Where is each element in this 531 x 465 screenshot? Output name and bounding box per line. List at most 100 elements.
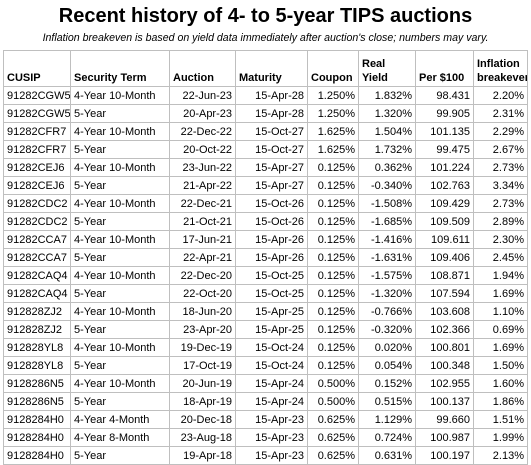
cell-auction-date: 20-Jun-19 [169,374,236,393]
table-row: 91282CAQ4 4-Year 10-Month 22-Dec-20 15-Oct-… [3,266,528,285]
cell-maturity-date: 15-Apr-23 [235,446,308,465]
cell-security-term: 4-Year 8-Month [70,428,170,447]
cell-real-yield: 0.515% [358,392,416,411]
cell-cusip: 912828ZJ2 [3,320,71,339]
cell-security-term: 5-Year [70,248,170,267]
cell-cusip: 912828YL8 [3,338,71,357]
cell-security-term: 4-Year 10-Month [70,374,170,393]
cell-maturity-date: 15-Apr-27 [235,176,308,195]
cell-auction-date: 17-Jun-21 [169,230,236,249]
cell-coupon: 0.125% [307,230,359,249]
cell-auction-date: 18-Apr-19 [169,392,236,411]
header-coupon: Coupon [307,50,359,87]
cell-maturity-date: 15-Oct-25 [235,284,308,303]
cell-coupon: 0.625% [307,410,359,429]
cell-security-term: 4-Year 10-Month [70,158,170,177]
table-body: 91282CGW5 4-Year 10-Month 22-Jun-23 15-Apr-… [3,86,528,465]
cell-auction-date: 19-Apr-18 [169,446,236,465]
cell-real-yield: 1.320% [358,104,416,123]
header-maturity: Maturity [235,50,308,87]
cell-auction-date: 21-Apr-22 [169,176,236,195]
cell-auction-date: 23-Apr-20 [169,320,236,339]
cell-auction-date: 17-Oct-19 [169,356,236,375]
cell-cusip: 91282CGW5 [3,104,71,123]
page-subtitle: Inflation breakeven is based on yield da… [42,32,489,44]
cell-cusip: 91282CDC2 [3,212,71,231]
cell-inflation-breakeven: 1.94% [473,266,528,285]
cell-price-per-100: 102.366 [415,320,474,339]
cell-cusip: 91282CAQ4 [3,266,71,285]
cell-coupon: 0.125% [307,158,359,177]
cell-cusip: 91282CCA7 [3,230,71,249]
cell-maturity-date: 15-Apr-28 [235,104,308,123]
cell-maturity-date: 15-Apr-24 [235,392,308,411]
cell-security-term: 5-Year [70,320,170,339]
cell-inflation-breakeven: 1.51% [473,410,528,429]
header-per-100: Per $100 [415,50,474,87]
cell-inflation-breakeven: 1.69% [473,284,528,303]
cell-coupon: 1.625% [307,122,359,141]
table-row: 9128284H0 4-Year 8-Month 23-Aug-18 15-Apr-2… [3,428,528,447]
cell-auction-date: 22-Dec-20 [169,266,236,285]
table-row: 91282CEJ6 5-Year 21-Apr-22 15-Apr-27 0.125% -… [3,176,528,195]
table-row: 912828YL8 5-Year 17-Oct-19 15-Oct-24 0.125% 0… [3,356,528,375]
cell-price-per-100: 98.431 [415,86,474,105]
cell-inflation-breakeven: 1.10% [473,302,528,321]
cell-security-term: 4-Year 10-Month [70,194,170,213]
cell-inflation-breakeven: 3.34% [473,176,528,195]
cell-maturity-date: 15-Apr-25 [235,320,308,339]
table-row: 91282CGW5 4-Year 10-Month 22-Jun-23 15-Apr-… [3,86,528,105]
cell-cusip: 91282CCA7 [3,248,71,267]
cell-security-term: 5-Year [70,284,170,303]
cell-coupon: 0.125% [307,284,359,303]
cell-price-per-100: 109.406 [415,248,474,267]
cell-inflation-breakeven: 2.45% [473,248,528,267]
cell-inflation-breakeven: 1.99% [473,428,528,447]
cell-auction-date: 20-Apr-23 [169,104,236,123]
cell-real-yield: -0.340% [358,176,416,195]
cell-inflation-breakeven: 2.13% [473,446,528,465]
cell-real-yield: -0.320% [358,320,416,339]
cell-real-yield: 1.732% [358,140,416,159]
cell-coupon: 0.625% [307,428,359,447]
table-row: 9128284H0 5-Year 19-Apr-18 15-Apr-23 0.625% 0… [3,446,528,465]
cell-price-per-100: 109.611 [415,230,474,249]
cell-price-per-100: 99.905 [415,104,474,123]
cell-auction-date: 22-Dec-21 [169,194,236,213]
cell-real-yield: 0.362% [358,158,416,177]
cell-real-yield: 1.504% [358,122,416,141]
cell-coupon: 0.125% [307,176,359,195]
cell-security-term: 5-Year [70,104,170,123]
cell-maturity-date: 15-Apr-25 [235,302,308,321]
cell-coupon: 0.125% [307,266,359,285]
cell-price-per-100: 100.987 [415,428,474,447]
cell-auction-date: 20-Oct-22 [169,140,236,159]
table-row: 91282CDC2 5-Year 21-Oct-21 15-Oct-26 0.125% -… [3,212,528,231]
cell-inflation-breakeven: 2.89% [473,212,528,231]
cell-price-per-100: 100.801 [415,338,474,357]
cell-security-term: 5-Year [70,392,170,411]
cell-price-per-100: 103.608 [415,302,474,321]
cell-price-per-100: 100.137 [415,392,474,411]
table-row: 9128284H0 4-Year 4-Month 20-Dec-18 15-Apr-2… [3,410,528,429]
cell-security-term: 4-Year 4-Month [70,410,170,429]
cell-auction-date: 19-Dec-19 [169,338,236,357]
cell-real-yield: 0.152% [358,374,416,393]
cell-inflation-breakeven: 2.29% [473,122,528,141]
cell-maturity-date: 15-Oct-24 [235,356,308,375]
cell-security-term: 4-Year 10-Month [70,302,170,321]
table-row: 91282CCA7 4-Year 10-Month 17-Jun-21 15-Apr-… [3,230,528,249]
cell-coupon: 1.625% [307,140,359,159]
cell-inflation-breakeven: 1.69% [473,338,528,357]
header-inflation-breakeven: Inflation breakeven [473,50,528,87]
cell-real-yield: -1.685% [358,212,416,231]
cell-coupon: 1.250% [307,86,359,105]
table-row: 91282CGW5 5-Year 20-Apr-23 15-Apr-28 1.250% 1… [3,104,528,123]
cell-cusip: 91282CDC2 [3,194,71,213]
cell-inflation-breakeven: 2.73% [473,158,528,177]
table-row: 91282CDC2 4-Year 10-Month 22-Dec-21 15-Oct-… [3,194,528,213]
cell-inflation-breakeven: 2.67% [473,140,528,159]
table-row: 91282CFR7 5-Year 20-Oct-22 15-Oct-27 1.625% 1… [3,140,528,159]
cell-maturity-date: 15-Oct-27 [235,140,308,159]
cell-security-term: 5-Year [70,356,170,375]
